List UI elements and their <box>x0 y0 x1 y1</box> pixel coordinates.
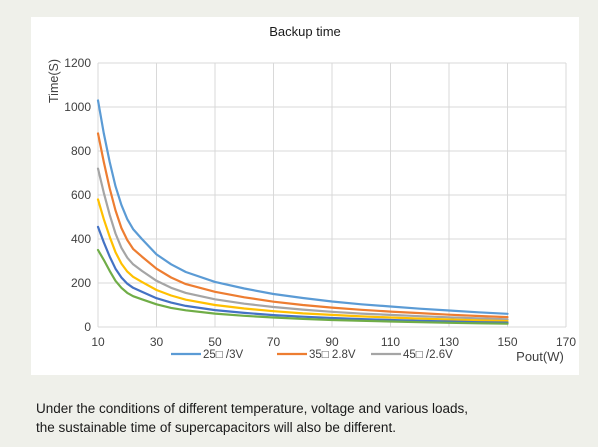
x-tick-label: 10 <box>91 335 105 349</box>
y-tick-label: 1000 <box>64 100 91 114</box>
x-tick-label: 50 <box>208 335 222 349</box>
series-line-1 <box>96 99 509 315</box>
series-line-3 <box>96 167 509 321</box>
y-tick-label: 400 <box>71 232 91 246</box>
y-tick-label: 0 <box>84 320 91 334</box>
x-tick-label: 130 <box>439 335 459 349</box>
legend-label: 35□ 2.8V <box>309 349 356 361</box>
y-tick-label: 600 <box>71 188 91 202</box>
series-line-2 <box>96 132 509 319</box>
chart-title: Backup time <box>269 24 341 39</box>
caption: Under the conditions of different temper… <box>36 399 576 437</box>
chart-panel: Backup time 0 200 400 600 800 1000 1200 10 30 50 70… <box>31 17 579 375</box>
x-axis-label: Pout(W) <box>516 349 564 364</box>
series-line-6 <box>96 248 509 325</box>
series-line-4 <box>96 198 509 323</box>
x-tick-label: 110 <box>381 335 400 349</box>
series-line-5 <box>96 225 509 324</box>
x-tick-label: 170 <box>556 335 576 349</box>
legend-label: 45□ /2.6V <box>403 349 453 361</box>
x-tick-label: 70 <box>267 335 281 349</box>
x-tick-label: 30 <box>150 335 164 349</box>
caption-line-2: the sustainable time of supercapacitors … <box>36 420 396 435</box>
backup-time-chart: Backup time 0 200 400 600 800 1000 1200 10 30 50 70… <box>47 24 576 364</box>
x-tick-label: 90 <box>325 335 339 349</box>
caption-line-1: Under the conditions of different temper… <box>36 401 469 416</box>
legend-label: 25□ /3V <box>203 349 244 361</box>
y-tick-label: 200 <box>71 276 91 290</box>
y-tick-label: 1200 <box>64 56 91 70</box>
y-tick-label: 800 <box>71 144 91 158</box>
y-axis-label: Time(S) <box>47 59 61 103</box>
x-tick-label: 150 <box>497 335 517 349</box>
